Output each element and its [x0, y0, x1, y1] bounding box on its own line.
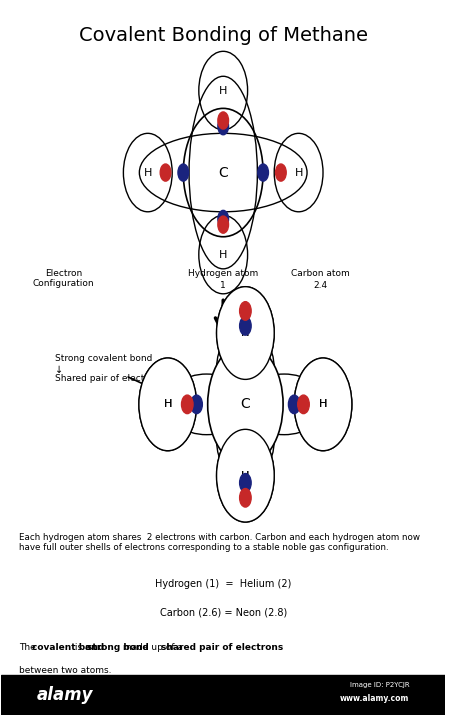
Text: Each hydrogen atom shares  2 electrons with carbon. Carbon and each hydrogen ato: Each hydrogen atom shares 2 electrons wi… — [19, 533, 420, 552]
Circle shape — [160, 164, 171, 181]
Text: H: H — [219, 85, 228, 95]
Text: H: H — [241, 328, 250, 338]
FancyBboxPatch shape — [1, 675, 445, 715]
Circle shape — [240, 473, 251, 492]
Text: Carbon atom: Carbon atom — [292, 268, 350, 278]
Text: strong bond: strong bond — [87, 643, 149, 652]
Text: H: H — [241, 470, 250, 480]
Text: H: H — [319, 400, 327, 410]
Text: 1: 1 — [220, 281, 226, 290]
Circle shape — [240, 488, 251, 507]
Circle shape — [218, 216, 228, 233]
Text: between two atoms.: between two atoms. — [19, 666, 112, 675]
Text: Electron
Configuration: Electron Configuration — [33, 268, 94, 289]
Circle shape — [258, 164, 268, 181]
Text: Strong covalent bond: Strong covalent bond — [55, 354, 152, 364]
Circle shape — [217, 430, 274, 522]
Text: H: H — [241, 328, 250, 338]
Text: H: H — [164, 400, 172, 410]
Circle shape — [218, 117, 228, 135]
Text: C: C — [219, 165, 228, 180]
Text: made up of a: made up of a — [120, 643, 186, 652]
Circle shape — [217, 286, 274, 379]
Text: Hydrogen (1)  =  Helium (2): Hydrogen (1) = Helium (2) — [155, 579, 292, 589]
Text: Hydrogen atom: Hydrogen atom — [188, 268, 258, 278]
Text: C: C — [240, 397, 250, 412]
Circle shape — [298, 395, 309, 414]
Text: alamy: alamy — [37, 686, 93, 704]
Circle shape — [191, 395, 202, 414]
Text: is a: is a — [73, 643, 94, 652]
Text: H: H — [241, 470, 250, 480]
Circle shape — [182, 395, 193, 414]
Text: H: H — [294, 168, 303, 178]
Text: covalent bond: covalent bond — [32, 643, 104, 652]
Text: 2.4: 2.4 — [314, 281, 328, 290]
Circle shape — [218, 112, 228, 129]
Circle shape — [275, 164, 286, 181]
Circle shape — [139, 358, 197, 450]
Text: H: H — [219, 250, 228, 260]
Text: Carbon (2.6) = Neon (2.8): Carbon (2.6) = Neon (2.8) — [160, 608, 287, 618]
Text: H: H — [319, 400, 327, 410]
Circle shape — [240, 301, 251, 320]
Text: H: H — [144, 168, 152, 178]
Circle shape — [178, 164, 189, 181]
Text: H: H — [164, 400, 172, 410]
Text: ↓: ↓ — [55, 365, 63, 375]
Text: www.alamy.com: www.alamy.com — [340, 695, 410, 703]
Circle shape — [294, 358, 352, 450]
Text: Image ID: P2YCJR: Image ID: P2YCJR — [350, 682, 410, 687]
Text: The: The — [19, 643, 39, 652]
Text: Shared pair of electrons: Shared pair of electrons — [55, 374, 164, 383]
Text: Covalent Bonding of Methane: Covalent Bonding of Methane — [79, 26, 368, 45]
Circle shape — [208, 344, 283, 465]
Circle shape — [288, 395, 300, 414]
Circle shape — [240, 316, 251, 335]
Text: shared pair of electrons: shared pair of electrons — [161, 643, 283, 652]
Circle shape — [218, 211, 228, 228]
